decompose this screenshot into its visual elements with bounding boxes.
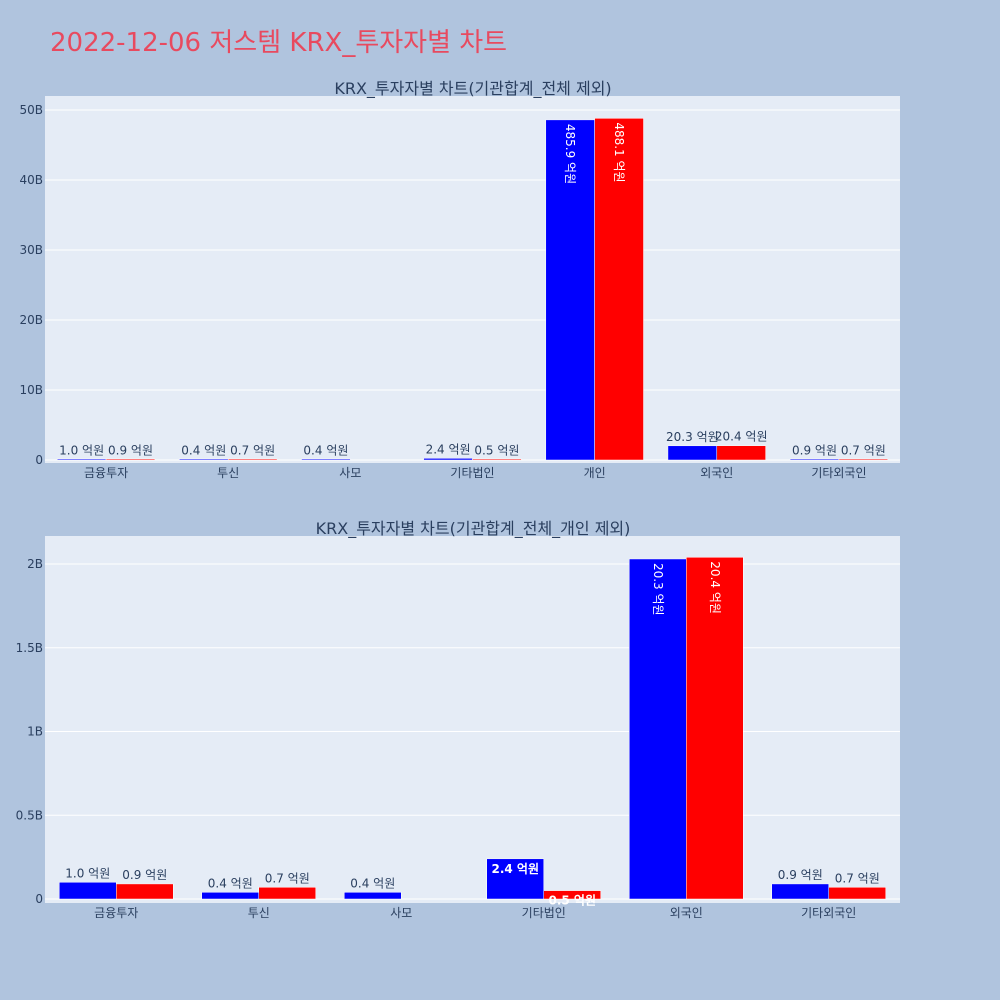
y-tick-label: 50B [19, 103, 43, 117]
bar [227, 458, 278, 461]
x-tick-label: 외국인 [670, 906, 703, 920]
bar [56, 458, 107, 461]
bar [789, 458, 840, 461]
bar [301, 458, 351, 461]
y-tick-label: 0.5B [16, 808, 43, 822]
y-tick-label: 1B [27, 725, 43, 739]
data-label: 0.7 억원 [265, 871, 310, 885]
data-label: 0.7 억원 [841, 444, 886, 458]
bar [629, 558, 687, 900]
data-label: 0.4 억원 [303, 444, 348, 458]
bar [543, 890, 601, 900]
data-label: 0.7 억원 [835, 871, 880, 885]
bar [472, 458, 522, 461]
x-tick-label: 투신 [248, 906, 270, 920]
data-label: 0.9 억원 [108, 443, 153, 457]
bar [179, 458, 229, 461]
y-tick-label: 30B [19, 243, 43, 257]
x-tick-label: 투신 [217, 466, 239, 480]
data-label: 485.9 억원 [563, 124, 577, 184]
x-tick-label: 개인 [584, 466, 606, 480]
data-label: 0.4 억원 [350, 876, 395, 890]
data-label: 1.0 억원 [65, 866, 110, 880]
y-tick-label: 2B [27, 557, 43, 571]
x-tick-label: 금융투자 [94, 906, 138, 920]
x-tick-label: 기타외국인 [801, 906, 856, 920]
data-label: 0.9 억원 [778, 868, 823, 882]
data-label: 20.3 억원 [666, 430, 719, 444]
bar [486, 858, 544, 900]
bar [258, 887, 316, 900]
data-label: 0.5 억원 [474, 444, 519, 458]
bar [716, 445, 766, 461]
x-tick-label: 사모 [390, 906, 412, 920]
x-tick-label: 기타외국인 [811, 466, 866, 480]
x-tick-label: 외국인 [700, 466, 733, 480]
bar [59, 882, 117, 900]
data-label: 0.4 억원 [181, 444, 226, 458]
y-tick-label: 40B [19, 173, 43, 187]
plot-area [45, 96, 900, 463]
bar [105, 458, 156, 461]
bar [838, 458, 889, 461]
data-label: 0.9 억원 [792, 443, 837, 457]
y-tick-label: 10B [19, 383, 43, 397]
bar [667, 445, 718, 461]
x-tick-label: 기타법인 [522, 906, 566, 920]
data-label: 0.7 억원 [230, 444, 275, 458]
bar [828, 887, 886, 900]
data-label: 20.4 억원 [715, 430, 768, 444]
bar [594, 118, 644, 461]
chart-title: KRX_투자자별 차트(기관합계_전체 제외) [334, 79, 611, 99]
bar [344, 892, 402, 900]
data-label: 20.3 억원 [651, 563, 665, 616]
bar [423, 458, 473, 461]
y-tick-label: 0 [35, 892, 43, 906]
bar [686, 557, 744, 900]
y-tick-label: 0 [35, 453, 43, 467]
data-label: 488.1 억원 [612, 122, 626, 182]
page-title: 2022-12-06 저스템 KRX_투자자별 차트 [50, 28, 508, 58]
x-tick-label: 사모 [339, 466, 361, 480]
data-label: 2.4 억원 [426, 442, 471, 456]
data-label: 0.4 억원 [208, 876, 253, 890]
chart-title: KRX_투자자별 차트(기관합계_전체_개인 제외) [316, 519, 631, 539]
data-label: 0.9 억원 [122, 868, 167, 882]
bar [116, 883, 174, 900]
bar [201, 892, 259, 900]
data-label: 20.4 억원 [708, 561, 722, 614]
y-tick-label: 1.5B [16, 641, 43, 655]
x-tick-label: 기타법인 [450, 466, 494, 480]
data-label: 2.4 억원 [491, 862, 539, 876]
data-label: 1.0 억원 [59, 443, 104, 457]
bar [771, 883, 829, 900]
x-tick-label: 금융투자 [84, 466, 128, 480]
y-tick-label: 20B [19, 313, 43, 327]
data-label: 0.5 억원 [548, 894, 596, 908]
plot-area [45, 536, 900, 903]
